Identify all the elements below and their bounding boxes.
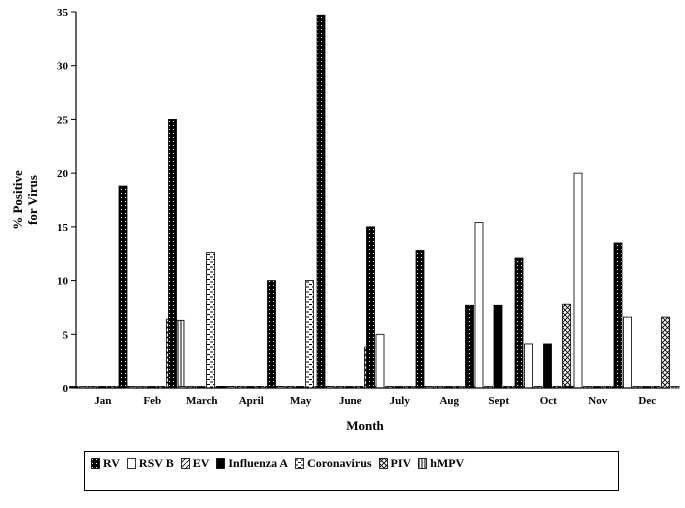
legend-swatch [216, 458, 226, 469]
y-tick-label: 20 [57, 168, 69, 180]
bar-rv-dec [613, 242, 623, 389]
legend-item-piv: PIV [378, 456, 412, 471]
legend-label: EV [192, 456, 210, 470]
x-tick-label: Jan [94, 395, 111, 407]
virus-bar-chart: % Positivefor Virus 0 5 10 15 20 25 30 35 Month J… [10, 7, 680, 433]
legend-swatch-rect [91, 458, 100, 469]
legend-item-rsv-b: RSV B [127, 456, 174, 471]
bar-rv-oct [514, 257, 524, 389]
x-tick-label: March [186, 395, 218, 407]
bar-rsv-b-oct [524, 343, 533, 389]
bar-coronavirus-may [305, 280, 314, 389]
legend-swatch-rect [418, 458, 428, 469]
x-tick-label: May [290, 395, 312, 407]
y-tick-label: 5 [63, 329, 69, 341]
legend-items: RV RSV B EV Influenza A Coronavirus PIV hMPV [91, 456, 471, 471]
y-tick-label: 30 [57, 61, 69, 73]
legend-item-hmpv: hMPV [418, 456, 464, 471]
y-tick-label: 15 [57, 222, 69, 234]
bar-rv-may [267, 280, 276, 389]
bar-hmpv-dec [670, 386, 680, 389]
bar-rsv-b-dec [623, 316, 632, 389]
x-tick-label: Feb [143, 395, 161, 407]
legend-item-influenza-a: Influenza A [216, 456, 288, 471]
legend-swatch-rect [216, 458, 226, 469]
bar-rsv-b-sept [474, 222, 484, 389]
y-tick-label: 0 [63, 383, 69, 395]
x-tick-label: Sept [488, 395, 509, 407]
legend-swatch [295, 458, 304, 469]
legend-swatch-rect [295, 458, 304, 469]
x-tick-label: July [390, 395, 411, 407]
y-axis-label-line: % Positive [10, 170, 25, 230]
legend-label: RV [103, 456, 120, 470]
bar-rv-june [316, 14, 326, 389]
bar-influenza-a-oct [543, 343, 552, 389]
legend-label: hMPV [430, 456, 465, 470]
y-axis-label-line: for Virus [25, 175, 40, 225]
y-axis-title: % Positivefor Virus [10, 170, 40, 230]
legend-swatch-rect [378, 458, 388, 469]
legend-label: RSV B [138, 456, 174, 470]
legend-label: PIV [390, 456, 412, 470]
legend-swatch [378, 458, 388, 469]
legend-swatch [180, 458, 190, 469]
legend-swatch-rect [180, 458, 190, 469]
bar-rv-feb [118, 185, 128, 389]
bar-rv-march [168, 119, 177, 389]
y-tick-label: 25 [57, 114, 69, 126]
bar-piv-oct [562, 303, 571, 389]
x-tick-label: Oct [540, 395, 557, 407]
bar-rv-july [366, 226, 375, 389]
x-tick-label: Nov [588, 395, 607, 407]
y-axis-label: % Positivefor Virus [10, 170, 40, 230]
legend-item-ev: EV [180, 456, 210, 471]
legend-label: Coronavirus [307, 456, 372, 470]
x-tick-label: Dec [638, 395, 656, 407]
x-tick-label: April [239, 395, 264, 407]
legend-swatch-rect [127, 458, 136, 469]
bar-rsv-b-nov [573, 172, 583, 389]
y-tick-label: 10 [57, 276, 69, 288]
bar-rv-sept [465, 304, 474, 389]
legend-swatch [91, 458, 100, 469]
legend-label: Influenza A [228, 456, 289, 470]
x-axis-label: Month [346, 418, 384, 433]
bar-coronavirus-march [206, 252, 215, 389]
bar-influenza-a-sept [493, 304, 503, 389]
bar-hmpv-feb [175, 319, 185, 389]
bar-piv-dec [661, 316, 670, 389]
legend-swatch [127, 458, 136, 469]
bar-rv-aug [415, 250, 425, 389]
chart-legend: RV RSV B EV Influenza A Coronavirus PIV hMPV [84, 451, 619, 491]
x-tick-label: Aug [439, 395, 459, 407]
y-tick-label: 35 [57, 7, 69, 19]
legend-item-rv: RV [91, 456, 120, 471]
legend-item-coronavirus: Coronavirus [295, 456, 372, 471]
bar-rsv-b-july [375, 333, 385, 389]
legend-swatch [418, 458, 428, 469]
x-tick-label: June [339, 395, 362, 407]
